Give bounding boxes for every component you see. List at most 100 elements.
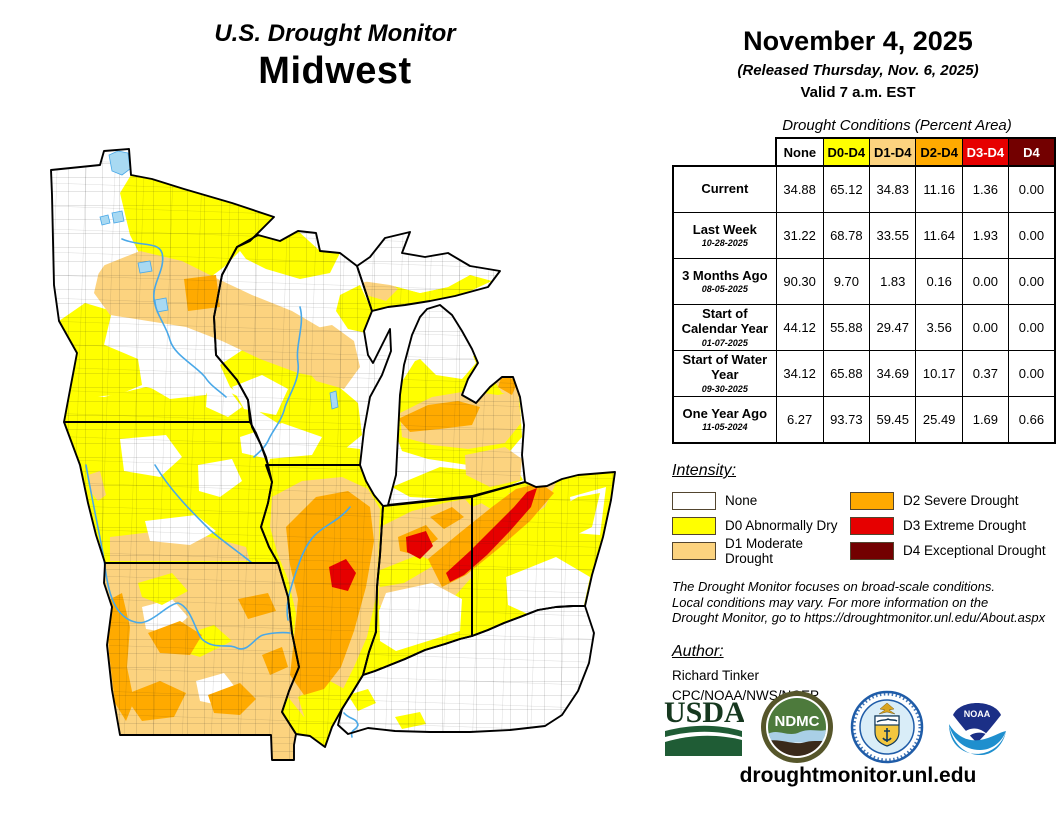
table-cell: 0.00 <box>1007 258 1056 305</box>
legend-swatch <box>850 491 894 510</box>
legend-item: D2 Severe Drought <box>850 488 1056 513</box>
table-cell: 34.12 <box>775 350 824 397</box>
drought-conditions-table: None D0-D4 D1-D4 D2-D4 D3-D4 D4 Current 34.88 6… <box>671 137 1056 444</box>
table-cell: 0.00 <box>961 258 1009 305</box>
table-caption: Drought Conditions (Percent Area) <box>782 117 1012 134</box>
legend-label: D2 Severe Drought <box>903 493 1019 508</box>
legend-item: D0 Abnormally Dry <box>672 513 850 538</box>
disclaimer-line: The Drought Monitor focuses on broad-sca… <box>672 579 996 594</box>
usda-logo: USDA <box>664 696 744 756</box>
table-cell: 65.88 <box>822 350 871 397</box>
ndmc-text: NDMC <box>775 713 820 730</box>
table-cell: 1.36 <box>961 165 1009 213</box>
disclaimer: The Drought Monitor focuses on broad-sca… <box>672 579 1056 626</box>
table-row: Last Week 10-28-2025 31.22 68.78 33.55 11.64 1… <box>671 212 1056 259</box>
disclaimer-line: Drought Monitor, go to https://droughtmo… <box>672 610 1046 626</box>
legend-item: D3 Extreme Drought <box>850 513 1056 538</box>
table-cell: 3.56 <box>915 304 963 351</box>
usda-text: USDA <box>664 696 744 729</box>
lake <box>137 260 153 274</box>
table-cell: 29.47 <box>869 304 917 351</box>
author-title: Author: <box>672 642 724 660</box>
table-header-row: None D0-D4 D1-D4 D2-D4 D3-D4 D4 <box>673 137 1056 167</box>
row-label: Current <box>671 165 777 213</box>
table-cell: 68.78 <box>822 212 871 259</box>
county-grid <box>51 149 615 760</box>
legend-label: None <box>725 493 758 508</box>
released-date: (Released Thursday, Nov. 6, 2025) <box>737 62 979 79</box>
table-cell: 1.83 <box>869 258 917 305</box>
table-cell: 31.22 <box>775 212 824 259</box>
table-row: Start of Calendar Year 01-07-2025 44.12 55.… <box>671 304 1056 351</box>
legend-title: Intensity: <box>672 462 737 479</box>
table-row: Start of Water Year 09-30-2025 34.12 65.88 3… <box>671 350 1056 397</box>
noaa-logo: NOAA <box>949 703 1006 756</box>
column-header: D0-D4 <box>822 137 871 167</box>
table-cell: 0.00 <box>1007 165 1056 213</box>
blank-header-cell <box>673 138 777 166</box>
author-name: Richard Tinker <box>672 667 760 683</box>
table-cell: 33.55 <box>869 212 917 259</box>
droughtmonitor-url[interactable]: droughtmonitor.unl.edu <box>739 764 977 787</box>
river <box>121 238 227 398</box>
table-cell: 0.16 <box>915 258 963 305</box>
table-cell: 34.69 <box>869 350 917 397</box>
legend-label: D3 Extreme Drought <box>903 518 1027 533</box>
legend-label: D0 Abnormally Dry <box>725 518 838 533</box>
table-cell: 0.00 <box>1007 304 1056 351</box>
midwest-drought-map <box>50 148 616 761</box>
noaa-text: NOAA <box>964 709 991 719</box>
ndmc-logo: NDMC <box>761 691 833 763</box>
legend-swatch <box>672 491 716 510</box>
row-label: 3 Months Ago 08-05-2025 <box>671 258 777 305</box>
table-cell: 34.83 <box>869 165 917 213</box>
column-header: D3-D4 <box>961 137 1009 167</box>
lake <box>99 214 111 226</box>
lake <box>111 210 125 224</box>
table-cell: 93.73 <box>822 396 871 444</box>
report-title: U.S. Drought Monitor <box>214 20 456 47</box>
legend-swatch <box>850 541 894 560</box>
table-cell: 11.16 <box>915 165 963 213</box>
disclaimer-line: Local conditions may vary. For more info… <box>672 594 989 610</box>
table-cell: 0.66 <box>1007 396 1056 444</box>
table-cell: 6.27 <box>775 396 824 444</box>
doc-seal-logo <box>850 690 924 764</box>
table-cell: 55.88 <box>822 304 871 351</box>
legend-item: D1 Moderate Drought <box>672 535 850 566</box>
row-label: One Year Ago 11-05-2024 <box>671 396 777 444</box>
column-header: D4 <box>1007 137 1056 167</box>
table-cell: 1.93 <box>961 212 1009 259</box>
legend-grid: None D0 Abnormally Dry D1 Moderate Drought… <box>672 488 1056 566</box>
lake <box>329 390 339 410</box>
valid-time: Valid 7 a.m. EST <box>800 84 916 101</box>
lake <box>108 150 131 176</box>
row-label: Last Week 10-28-2025 <box>671 212 777 259</box>
map-date: November 4, 2025 <box>743 26 973 56</box>
legend-item: None <box>672 488 850 513</box>
table-cell: 25.49 <box>915 396 963 444</box>
region-title: Midwest <box>258 50 412 92</box>
table-cell: 59.45 <box>869 396 917 444</box>
river <box>154 464 253 564</box>
table-cell: 65.12 <box>822 165 871 213</box>
row-label: Start of Water Year 09-30-2025 <box>671 350 777 397</box>
legend-label: D1 Moderate Drought <box>725 535 804 566</box>
table-cell: 0.00 <box>1007 212 1056 259</box>
column-header: D1-D4 <box>869 137 917 167</box>
table-body: Current 34.88 65.12 34.83 11.16 1.36 0.00 Last … <box>671 165 1056 444</box>
table-cell: 0.37 <box>961 350 1009 397</box>
table-cell: 0.00 <box>961 304 1009 351</box>
river <box>253 306 303 458</box>
date-block: November 4, 2025 (Released Thursday, Nov… <box>660 26 1056 101</box>
table-row: 3 Months Ago 08-05-2025 90.30 9.70 1.83 0.16 0… <box>671 258 1056 305</box>
table-cell: 44.12 <box>775 304 824 351</box>
row-label: Start of Calendar Year 01-07-2025 <box>671 304 777 351</box>
table-cell: 9.70 <box>822 258 871 305</box>
legend-label: D4 Exceptional Drought <box>903 543 1046 558</box>
column-header: None <box>775 137 824 167</box>
table-cell: 0.00 <box>1007 350 1056 397</box>
legend-swatch <box>672 516 716 535</box>
legend-swatch <box>850 516 894 535</box>
table-cell: 11.64 <box>915 212 963 259</box>
